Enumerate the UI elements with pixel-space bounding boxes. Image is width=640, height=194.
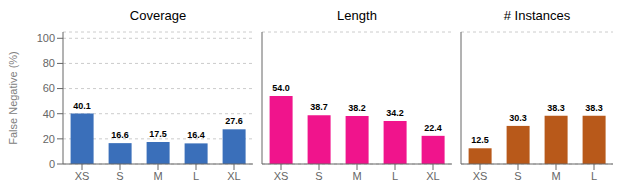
svg-text:100: 100 [37,32,55,44]
svg-text:40.1: 40.1 [73,101,91,111]
svg-text:12.5: 12.5 [471,135,489,145]
svg-text:38.3: 38.3 [585,103,603,113]
svg-text:L: L [193,170,199,182]
svg-text:17.5: 17.5 [149,129,167,139]
svg-text:34.2: 34.2 [386,108,404,118]
svg-text:27.6: 27.6 [225,116,243,126]
svg-text:30.3: 30.3 [509,113,527,123]
svg-text:S: S [315,170,322,182]
svg-text:M: M [352,170,361,182]
svg-text:38.7: 38.7 [310,102,328,112]
svg-text:XL: XL [426,170,439,182]
svg-text:38.3: 38.3 [547,103,565,113]
svg-text:22.4: 22.4 [424,123,442,133]
svg-text:20: 20 [43,133,55,145]
svg-text:16.4: 16.4 [187,130,205,140]
svg-text:M: M [153,170,162,182]
svg-text:60: 60 [43,82,55,94]
svg-text:0: 0 [49,158,55,170]
svg-text:L: L [392,170,398,182]
svg-text:XS: XS [274,170,289,182]
svg-text:80: 80 [43,57,55,69]
svg-text:XS: XS [75,170,90,182]
svg-text:M: M [551,170,560,182]
svg-text:54.0: 54.0 [272,83,290,93]
svg-text:S: S [514,170,521,182]
svg-text:38.2: 38.2 [348,103,366,113]
svg-text:16.6: 16.6 [111,130,129,140]
html-text:Coverage: Coverage [129,8,187,23]
svg-text:XL: XL [227,170,240,182]
html-text:Length: Length [337,8,377,23]
html-text:# Instances: # Instances [503,8,571,23]
svg-text:L: L [591,170,597,182]
svg-text:S: S [116,170,123,182]
svg-text:XS: XS [473,170,488,182]
svg-text:False Negative (%): False Negative (%) [8,51,19,145]
svg-text:40: 40 [43,108,55,120]
